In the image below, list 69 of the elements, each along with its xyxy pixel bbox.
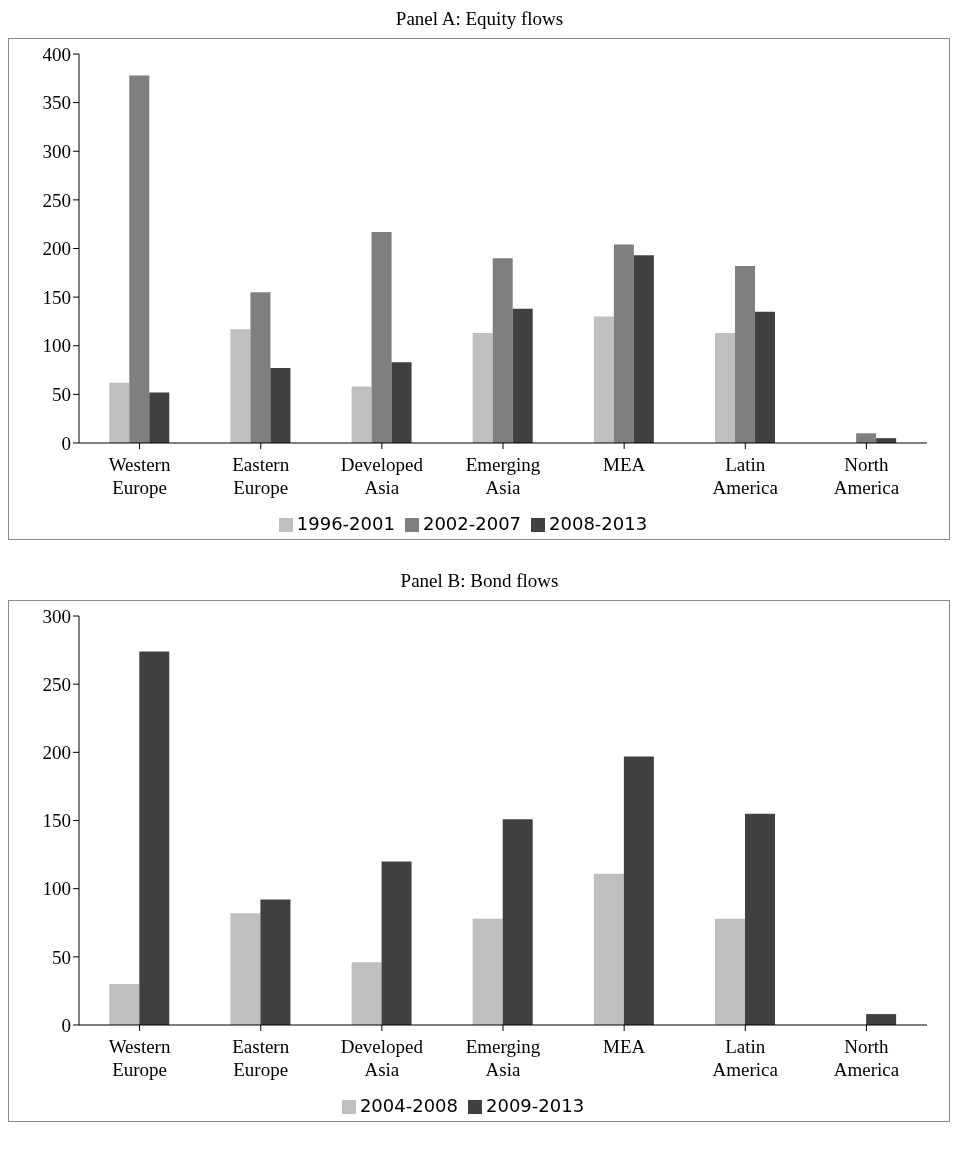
x-tick-label: MEA bbox=[603, 1036, 646, 1057]
bar bbox=[502, 819, 533, 1025]
x-tick-label: Developed Asia bbox=[340, 1036, 424, 1080]
bar bbox=[139, 651, 170, 1025]
bar bbox=[593, 316, 614, 443]
y-tick-label: 400 bbox=[42, 43, 71, 65]
bar bbox=[633, 255, 654, 443]
bar bbox=[230, 913, 261, 1025]
legend-label: 2004-2008 bbox=[359, 1095, 458, 1116]
bar bbox=[270, 368, 291, 443]
bar bbox=[149, 392, 170, 443]
bar bbox=[371, 231, 392, 443]
x-tick-label: Emerging Asia bbox=[465, 1036, 541, 1080]
y-tick-label: 150 bbox=[42, 810, 71, 832]
y-tick-label: 200 bbox=[42, 742, 71, 764]
legend-label: 2002-2007 bbox=[422, 513, 522, 534]
bar bbox=[351, 962, 382, 1025]
y-tick-label: 150 bbox=[42, 286, 71, 308]
y-tick-label: 300 bbox=[42, 140, 71, 162]
x-tick-label: Eastern Europe bbox=[232, 1036, 290, 1080]
bar bbox=[472, 333, 493, 443]
legend-label: 2008-2013 bbox=[549, 513, 648, 534]
bar bbox=[755, 311, 775, 443]
legend-label: 2009-2013 bbox=[486, 1095, 585, 1116]
bar bbox=[512, 308, 533, 443]
bar bbox=[492, 258, 513, 443]
bar bbox=[856, 433, 877, 443]
y-tick-label: 250 bbox=[42, 189, 71, 211]
x-tick-label: North America bbox=[833, 454, 900, 498]
y-tick-label: 0 bbox=[61, 432, 71, 454]
bar bbox=[472, 918, 503, 1025]
bar bbox=[866, 1014, 897, 1025]
x-tick-label: North America bbox=[833, 1036, 900, 1080]
y-tick-label: 50 bbox=[52, 384, 71, 406]
y-tick-label: 250 bbox=[42, 673, 71, 695]
bar bbox=[613, 244, 634, 443]
x-tick-label: Western Europe bbox=[108, 454, 171, 498]
x-tick-label: Emerging Asia bbox=[465, 454, 541, 498]
y-tick-label: 350 bbox=[42, 92, 71, 114]
chart-title: Panel A: Equity flows bbox=[394, 8, 565, 30]
y-tick-label: 50 bbox=[52, 946, 71, 968]
y-tick-label: 200 bbox=[42, 238, 71, 260]
y-tick-label: 300 bbox=[42, 605, 71, 627]
legend-label: 1996-2001 bbox=[296, 513, 395, 534]
bar bbox=[381, 861, 412, 1025]
x-tick-label: MEA bbox=[603, 454, 646, 475]
x-tick-label: Latin America bbox=[712, 1036, 779, 1080]
bar bbox=[715, 918, 745, 1025]
bar bbox=[735, 266, 755, 443]
chart-title: Panel B: Bond flows bbox=[399, 570, 560, 592]
x-tick-label: Latin America bbox=[712, 454, 779, 498]
bar bbox=[109, 984, 140, 1025]
y-tick-label: 0 bbox=[61, 1014, 71, 1036]
bar bbox=[250, 292, 271, 443]
bar bbox=[230, 329, 251, 443]
y-tick-label: 100 bbox=[42, 878, 71, 900]
bar bbox=[351, 386, 372, 443]
x-tick-label: Western Europe bbox=[108, 1036, 171, 1080]
bar bbox=[109, 382, 130, 443]
bar bbox=[129, 75, 150, 443]
bar bbox=[623, 756, 654, 1025]
x-tick-label: Developed Asia bbox=[340, 454, 424, 498]
y-tick-label: 100 bbox=[42, 335, 71, 357]
bar bbox=[391, 362, 412, 443]
bar bbox=[593, 873, 624, 1025]
x-tick-label: Eastern Europe bbox=[232, 454, 290, 498]
bar bbox=[745, 813, 775, 1025]
bar bbox=[260, 899, 291, 1025]
bar bbox=[715, 333, 735, 443]
